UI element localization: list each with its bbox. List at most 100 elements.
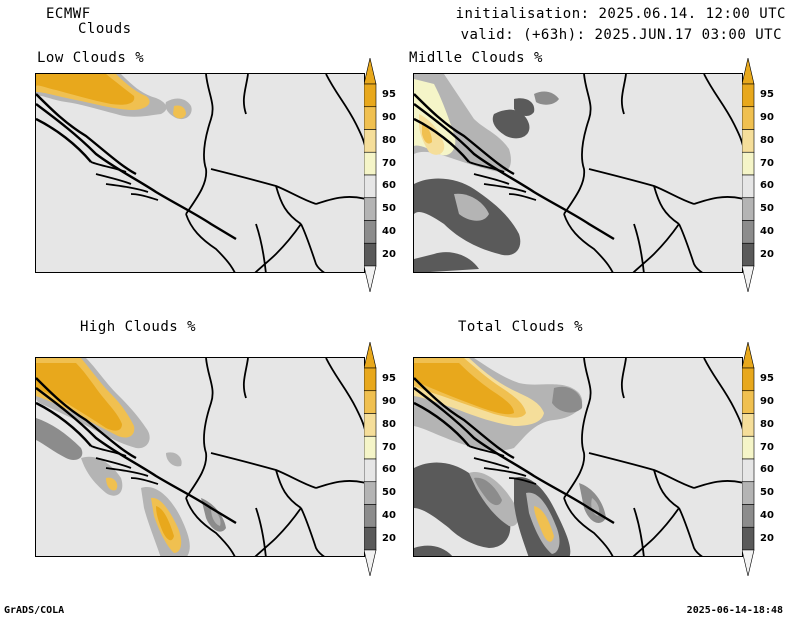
country-border bbox=[254, 223, 302, 272]
country-border bbox=[255, 223, 267, 272]
country-border bbox=[275, 185, 302, 225]
colorbar-tick-label: 60 bbox=[760, 180, 774, 192]
colorbar-tick-label: 80 bbox=[760, 134, 774, 146]
colorbar-swatch bbox=[742, 106, 755, 130]
colorbar-tick-label: 80 bbox=[760, 418, 774, 430]
country-border bbox=[243, 358, 249, 399]
colorbar-swatch bbox=[364, 458, 377, 483]
colorbar-tick-label: 50 bbox=[382, 487, 396, 499]
total-clouds-colorbar: 95 90 80 70 60 50 40 20 bbox=[742, 342, 786, 576]
coastline bbox=[468, 161, 505, 173]
colorbar-tick-label: 90 bbox=[760, 396, 774, 408]
colorbar-swatch bbox=[364, 151, 377, 176]
coastline bbox=[414, 117, 470, 163]
colorbar-tick-label: 80 bbox=[382, 134, 396, 146]
low-clouds-colorbar: 95 90 80 70 60 50 40 20 bbox=[364, 58, 408, 292]
colorbar-tick-label: 50 bbox=[760, 487, 774, 499]
model-label: ECMWF bbox=[46, 6, 91, 22]
colorbar-tick-label: 20 bbox=[382, 248, 396, 260]
colorbar-swatch bbox=[364, 481, 377, 505]
colorbar-under-arrow bbox=[364, 265, 377, 292]
country-border bbox=[633, 223, 645, 272]
high-clouds-title: High Clouds % bbox=[80, 319, 197, 335]
country-border bbox=[563, 358, 592, 499]
colorbar-swatch bbox=[364, 129, 377, 153]
colorbar-over-arrow bbox=[742, 342, 755, 369]
colorbar-swatch bbox=[364, 83, 377, 108]
country-border bbox=[315, 480, 364, 489]
coastline bbox=[105, 467, 149, 477]
country-border bbox=[315, 196, 364, 205]
coastline bbox=[414, 93, 515, 176]
cloud-cover-area bbox=[211, 508, 221, 526]
render-timestamp: 2025-06-14-18:48 bbox=[686, 605, 783, 616]
country-border bbox=[563, 497, 614, 556]
cloud-cover-area bbox=[36, 363, 122, 431]
cloud-cover-area bbox=[414, 545, 453, 556]
middle-clouds-map bbox=[413, 73, 743, 273]
country-border bbox=[678, 223, 703, 272]
colorbar-tick-label: 40 bbox=[760, 225, 774, 237]
colorbar-under-arrow bbox=[364, 549, 377, 576]
colorbar-swatch bbox=[364, 504, 377, 528]
cloud-cover-area bbox=[106, 477, 118, 491]
colorbar-tick-label: 20 bbox=[760, 248, 774, 260]
cloud-cover-area bbox=[414, 252, 479, 272]
country-border bbox=[254, 507, 302, 556]
colorbar-over-arrow bbox=[742, 58, 755, 85]
colorbar-tick-label: 90 bbox=[382, 112, 396, 124]
low-clouds-map bbox=[35, 73, 365, 273]
colorbar-swatch bbox=[364, 106, 377, 130]
software-credit: GrADS/COLA bbox=[4, 605, 65, 616]
coastline bbox=[473, 457, 510, 469]
colorbar-tick-label: 60 bbox=[382, 180, 396, 192]
colorbar-over-arrow bbox=[364, 58, 377, 85]
colorbar-swatch bbox=[742, 435, 755, 460]
country-border bbox=[653, 469, 680, 509]
country-border bbox=[243, 74, 249, 115]
cloud-cover-area bbox=[36, 74, 135, 105]
colorbar-under-arrow bbox=[742, 265, 755, 292]
colorbar-tick-label: 50 bbox=[382, 203, 396, 215]
country-border bbox=[632, 223, 680, 272]
cloud-cover-area bbox=[454, 193, 489, 221]
colorbar-swatch bbox=[742, 458, 755, 483]
cloud-cover-area bbox=[414, 363, 514, 415]
colorbar-swatch bbox=[364, 526, 377, 551]
coastline bbox=[130, 193, 159, 201]
country-border bbox=[563, 74, 592, 215]
country-border bbox=[185, 74, 214, 215]
colorbar-swatch bbox=[364, 390, 377, 414]
country-border bbox=[621, 74, 627, 115]
colorbar-swatch bbox=[742, 242, 755, 267]
country-border bbox=[621, 358, 627, 399]
colorbar-tick-label: 95 bbox=[382, 89, 396, 101]
country-border bbox=[325, 74, 364, 146]
country-border bbox=[693, 196, 742, 205]
cloud-cover-area bbox=[422, 122, 432, 144]
colorbar-tick-label: 70 bbox=[382, 441, 396, 453]
cloud-cover-area bbox=[474, 477, 502, 506]
country-border bbox=[678, 507, 703, 556]
coastline bbox=[90, 445, 127, 457]
colorbar-tick-label: 90 bbox=[760, 112, 774, 124]
coastline bbox=[105, 183, 149, 193]
coastline bbox=[36, 401, 92, 447]
colorbar-over-arrow bbox=[364, 342, 377, 369]
cloud-cover-area bbox=[534, 91, 559, 105]
colorbar-tick-label: 70 bbox=[760, 441, 774, 453]
colorbar-tick-label: 95 bbox=[760, 373, 774, 385]
colorbar-swatch bbox=[742, 481, 755, 505]
colorbar-tick-label: 95 bbox=[760, 89, 774, 101]
country-border bbox=[703, 358, 742, 430]
country-border bbox=[255, 507, 267, 556]
colorbar-swatch bbox=[742, 174, 755, 199]
colorbar-swatch bbox=[364, 197, 377, 221]
cloud-cover-area bbox=[514, 98, 535, 116]
colorbar-swatch bbox=[742, 83, 755, 108]
coastline bbox=[414, 377, 515, 460]
coastline bbox=[468, 445, 505, 457]
colorbar-under-arrow bbox=[742, 549, 755, 576]
colorbar-swatch bbox=[364, 220, 377, 244]
low-clouds-title: Low Clouds % bbox=[37, 50, 145, 66]
